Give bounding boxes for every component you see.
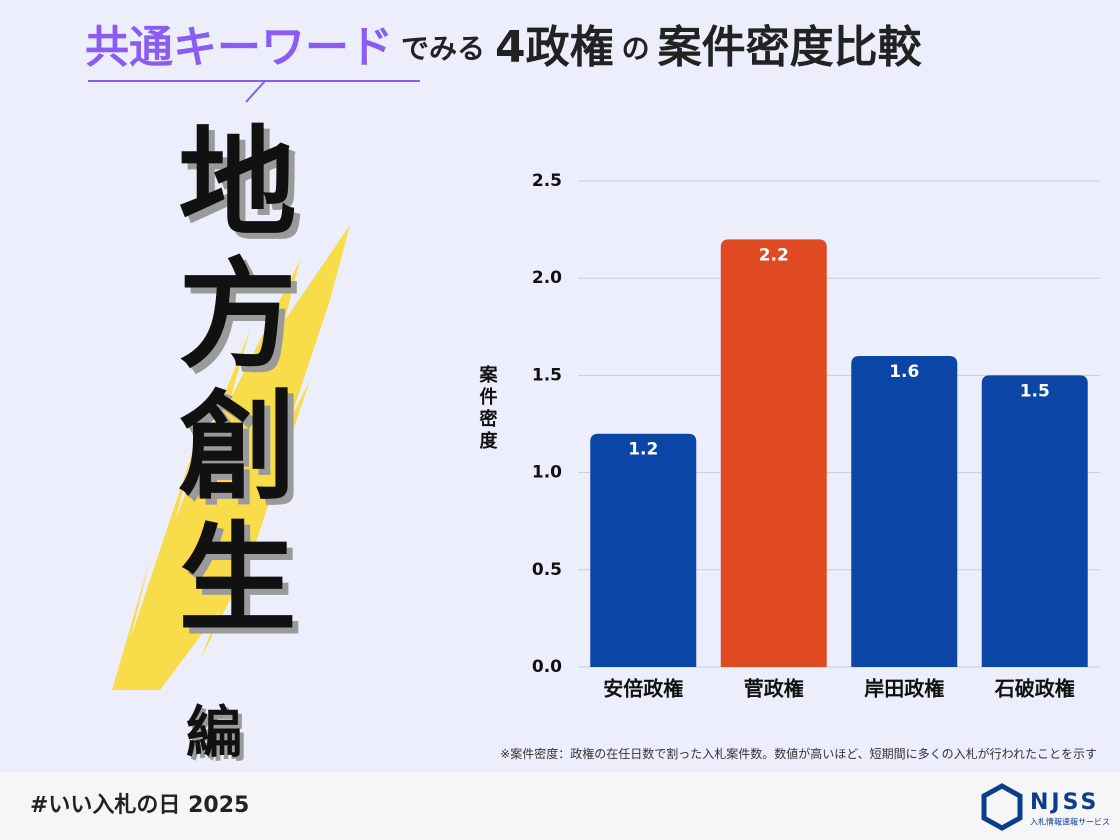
y-tick-label: 2.5 bbox=[532, 171, 562, 191]
logo-icon bbox=[981, 783, 1023, 831]
bar bbox=[590, 433, 697, 667]
x-tick-label: 菅政権 bbox=[744, 677, 804, 701]
brush-stroke bbox=[112, 225, 350, 690]
y-tick-label: 2.0 bbox=[532, 268, 562, 288]
bar bbox=[720, 239, 827, 667]
header-text: の bbox=[622, 32, 650, 65]
value-label: 1.5 bbox=[1020, 381, 1050, 401]
bar bbox=[851, 355, 958, 667]
y-tick-label: 1.0 bbox=[532, 463, 562, 483]
value-label: 1.2 bbox=[628, 440, 658, 460]
theme-title: 地方創生 bbox=[158, 120, 296, 648]
footnote: ※案件密度：政権の在任日数で割った入札案件数。数値が高いほど、短期間に多くの入札… bbox=[500, 746, 1097, 761]
y-tick-label: 0.5 bbox=[532, 560, 562, 580]
y-tick-label: 1.5 bbox=[532, 365, 562, 385]
logo-sub: 入札情報速報サービス bbox=[1030, 817, 1110, 827]
footer-band bbox=[0, 772, 1120, 840]
bar bbox=[981, 375, 1088, 667]
header-title: 共通キーワード でみる 4政権の案件密度比較 bbox=[85, 22, 923, 73]
x-tick-label: 岸田政権 bbox=[864, 677, 944, 701]
y-axis-label: 案件密度 bbox=[477, 364, 499, 453]
value-label: 1.6 bbox=[889, 362, 919, 382]
hashtag: #いい入札の日 2025 bbox=[30, 793, 249, 818]
logo: NJSS bbox=[1030, 790, 1099, 815]
theme-suffix: 編 bbox=[186, 701, 242, 766]
value-label: 2.2 bbox=[759, 245, 789, 265]
y-tick-label: 0.0 bbox=[532, 657, 562, 677]
header-underline bbox=[88, 80, 420, 103]
header-keyword: 共通キーワード bbox=[85, 22, 393, 73]
x-tick-label: 安倍政権 bbox=[603, 677, 683, 701]
header-text: でみる bbox=[401, 32, 485, 65]
x-tick-label: 石破政権 bbox=[994, 677, 1075, 701]
header-text: 4政権 bbox=[495, 22, 614, 73]
header-text: 案件密度比較 bbox=[658, 22, 923, 73]
